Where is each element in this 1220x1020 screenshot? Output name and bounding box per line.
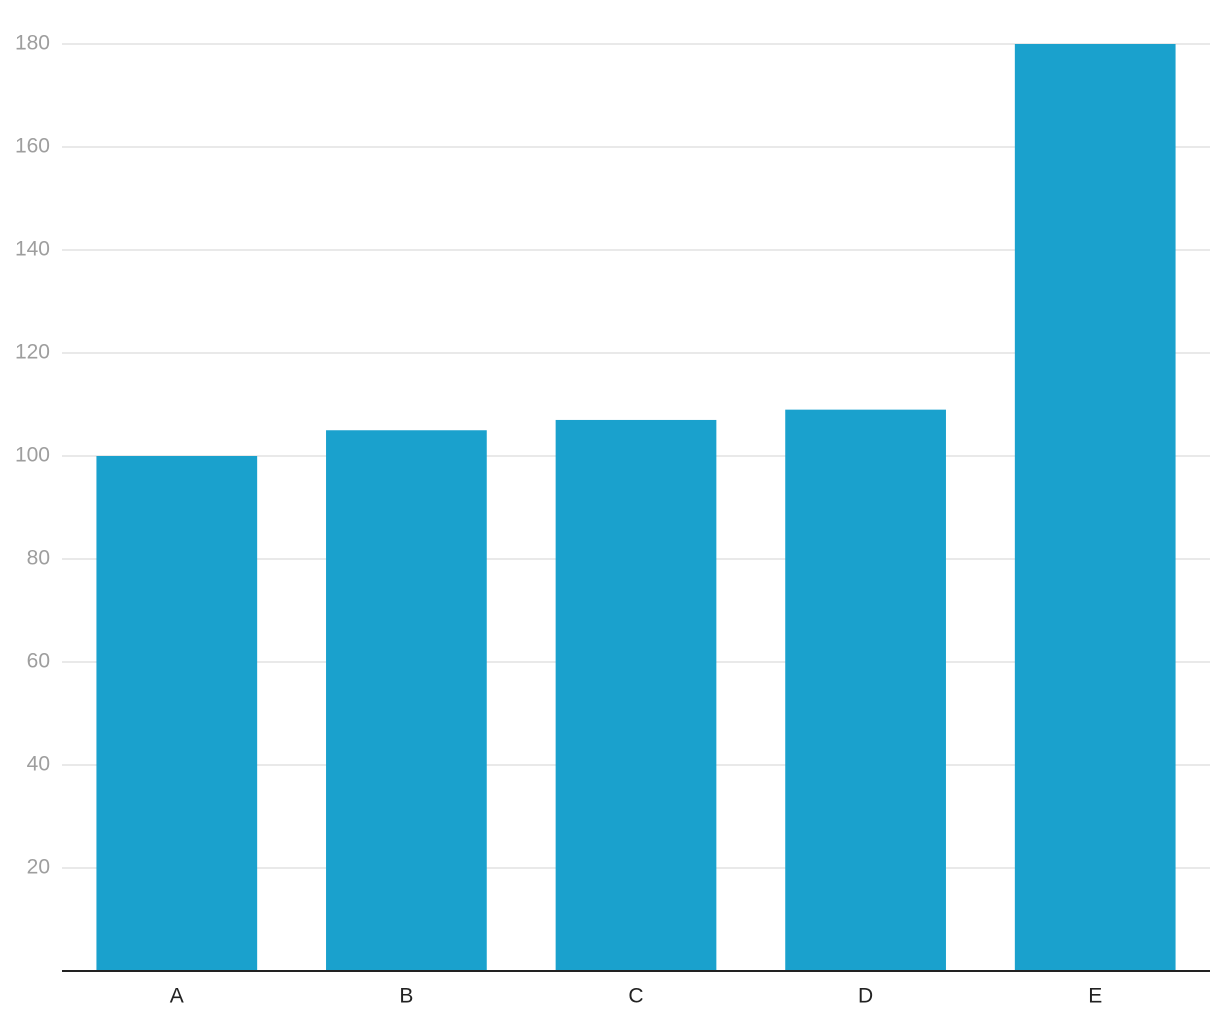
x-tick-label: E <box>1088 985 1102 1008</box>
bar <box>96 456 258 971</box>
y-tick-label: 80 <box>27 547 50 570</box>
y-tick-label: 40 <box>27 753 50 776</box>
y-tick-label: 60 <box>27 650 50 673</box>
y-tick-label: 180 <box>15 32 50 55</box>
y-tick-label: 160 <box>15 135 50 158</box>
y-tick-label: 140 <box>15 238 50 261</box>
bar <box>555 419 717 971</box>
x-tick-label: D <box>858 985 873 1008</box>
y-tick-label: 20 <box>27 856 50 879</box>
x-tick-label: C <box>628 985 643 1008</box>
bar <box>326 430 487 971</box>
x-tick-label: B <box>399 985 413 1008</box>
y-tick-label: 100 <box>15 444 50 467</box>
bar <box>785 409 946 971</box>
x-tick-label: A <box>170 985 184 1008</box>
y-tick-label: 120 <box>15 341 50 364</box>
bar <box>1014 44 1176 971</box>
